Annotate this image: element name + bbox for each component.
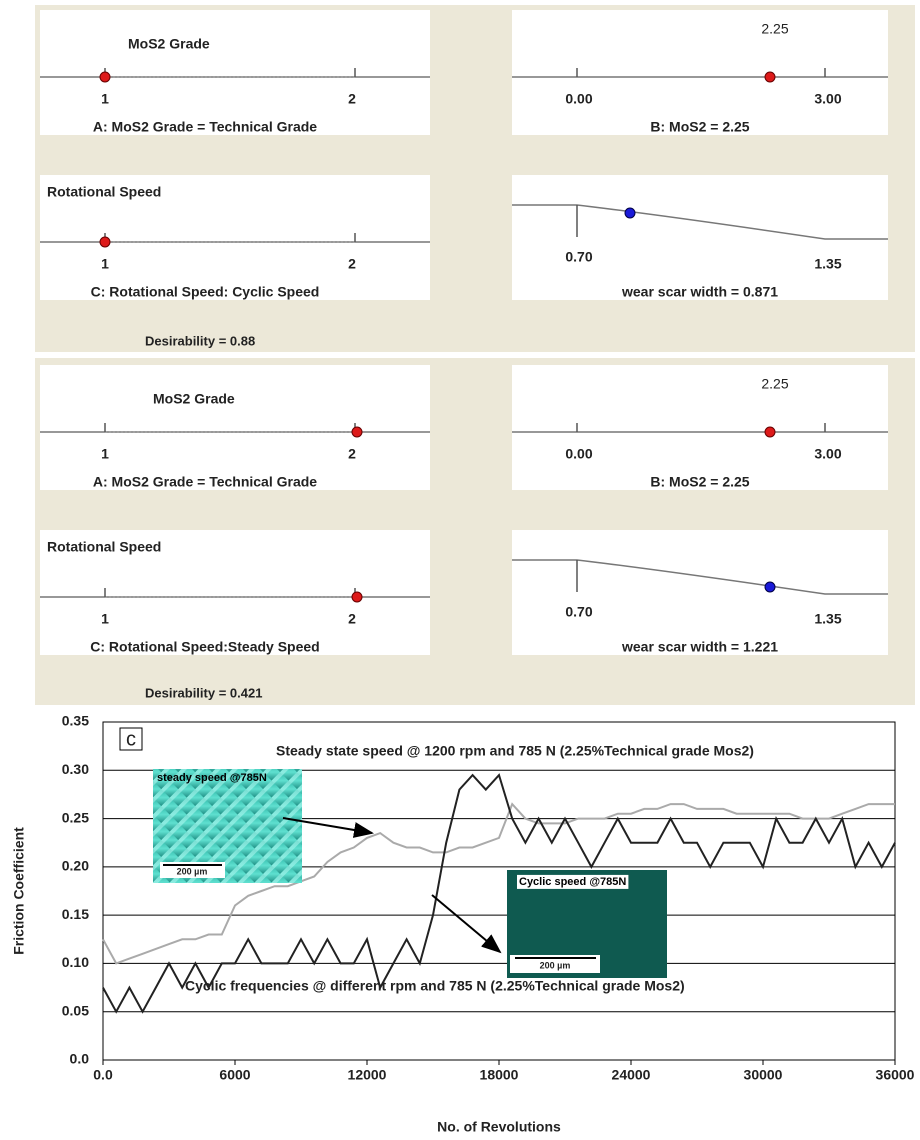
x-axis-title: No. of Revolutions — [437, 1119, 561, 1135]
setting-dot — [351, 426, 363, 438]
series-line — [102, 773, 896, 1014]
ramp-tick-label: 0.00 — [565, 446, 592, 462]
y-tick-label: 0.10 — [62, 954, 89, 970]
inset-scale-bg — [510, 955, 600, 973]
factor-value: 2.25 — [761, 376, 788, 392]
ramp-tick-label: 2 — [348, 611, 356, 627]
panel-label-box — [119, 727, 143, 751]
ramp-tick-label: 0.70 — [565, 249, 592, 265]
ramp-tick-label: 1 — [101, 611, 109, 627]
annotation: Cyclic frequencies @ different rpm and 7… — [185, 978, 685, 994]
y-tick-label: 0.25 — [62, 809, 89, 825]
inset-scale: 200 µm — [177, 866, 208, 876]
setting-dot — [764, 71, 776, 83]
y-axis-title: Friction Coefficient — [11, 827, 27, 955]
x-tick-label: 36000 — [876, 1067, 915, 1083]
inset-title: steady speed @785N — [157, 772, 267, 784]
inset-title-bg — [517, 874, 629, 889]
factor-caption: B: MoS2 = 2.25 — [650, 119, 749, 135]
factor-caption: A: MoS2 Grade = Technical Grade — [93, 474, 317, 490]
ramp-tick-label: 1 — [101, 256, 109, 272]
desirability: Desirability = 0.88 — [145, 333, 255, 348]
factor-value: 2.25 — [761, 21, 788, 37]
factor-box — [512, 365, 888, 490]
response-dot — [764, 581, 776, 593]
factor-box — [40, 365, 430, 490]
setting-dot — [351, 591, 363, 603]
ramp-tick-label: 2 — [348, 91, 356, 107]
factor-caption: wear scar width = 0.871 — [621, 284, 778, 300]
factor-caption: A: MoS2 Grade = Technical Grade — [93, 119, 317, 135]
factor-box — [512, 10, 888, 135]
factor-caption: B: MoS2 = 2.25 — [650, 474, 749, 490]
x-tick-label: 0.0 — [93, 1067, 113, 1083]
factor-box — [512, 175, 888, 300]
arrow — [282, 817, 374, 838]
response-curve — [512, 204, 888, 240]
y-tick-label: 0.15 — [62, 906, 89, 922]
factor-caption: C: Rotational Speed: Cyclic Speed — [91, 284, 320, 300]
factor-title: Rotational Speed — [47, 184, 161, 200]
x-tick-label: 12000 — [348, 1067, 387, 1083]
factor-caption: wear scar width = 1.221 — [621, 639, 778, 655]
response-dot — [624, 207, 636, 219]
factor-title: MoS2 Grade — [128, 36, 210, 52]
response-curve — [512, 559, 888, 595]
factor-box — [512, 530, 888, 655]
factor-title: MoS2 Grade — [153, 391, 235, 407]
x-tick-label: 18000 — [480, 1067, 519, 1083]
ramp-tick-label: 3.00 — [814, 446, 841, 462]
ramp-tick-label: 1 — [101, 446, 109, 462]
setting-dot — [764, 426, 776, 438]
y-tick-label: 0.35 — [62, 713, 89, 729]
ramp-tick-label: 2 — [348, 256, 356, 272]
desirability: Desirability = 0.421 — [145, 685, 262, 700]
ramp-tick-label: 1.35 — [814, 611, 841, 627]
setting-dot — [99, 71, 111, 83]
factor-title: Rotational Speed — [47, 539, 161, 555]
x-tick-label: 30000 — [744, 1067, 783, 1083]
arrow — [431, 894, 502, 954]
x-tick-label: 6000 — [219, 1067, 250, 1083]
ramp-tick-label: 0.00 — [565, 91, 592, 107]
factor-box — [40, 10, 430, 135]
series-line — [102, 802, 895, 965]
ramp-tick-label: 1.35 — [814, 256, 841, 272]
x-tick-label: 24000 — [612, 1067, 651, 1083]
ramp-tick-label: 1 — [101, 91, 109, 107]
annotation: Steady state speed @ 1200 rpm and 785 N … — [276, 743, 754, 759]
ramp-tick-label: 2 — [348, 446, 356, 462]
setting-dot — [99, 236, 111, 248]
ramp-tick-label: 0.70 — [565, 604, 592, 620]
factor-caption: C: Rotational Speed:Steady Speed — [90, 639, 319, 655]
y-tick-label: 0.20 — [62, 858, 89, 874]
y-tick-label: 0.0 — [70, 1051, 90, 1067]
y-tick-label: 0.05 — [62, 1002, 89, 1018]
panel-label: c — [126, 728, 136, 750]
inset-scale: 200 µm — [540, 960, 571, 970]
y-tick-label: 0.30 — [62, 761, 89, 777]
inset-title: Cyclic speed @785N — [519, 876, 626, 888]
ramp-tick-label: 3.00 — [814, 91, 841, 107]
